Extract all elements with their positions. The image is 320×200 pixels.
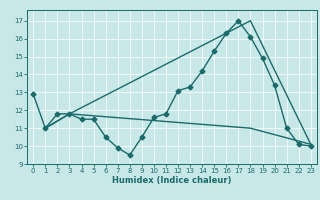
X-axis label: Humidex (Indice chaleur): Humidex (Indice chaleur) [112, 176, 232, 185]
